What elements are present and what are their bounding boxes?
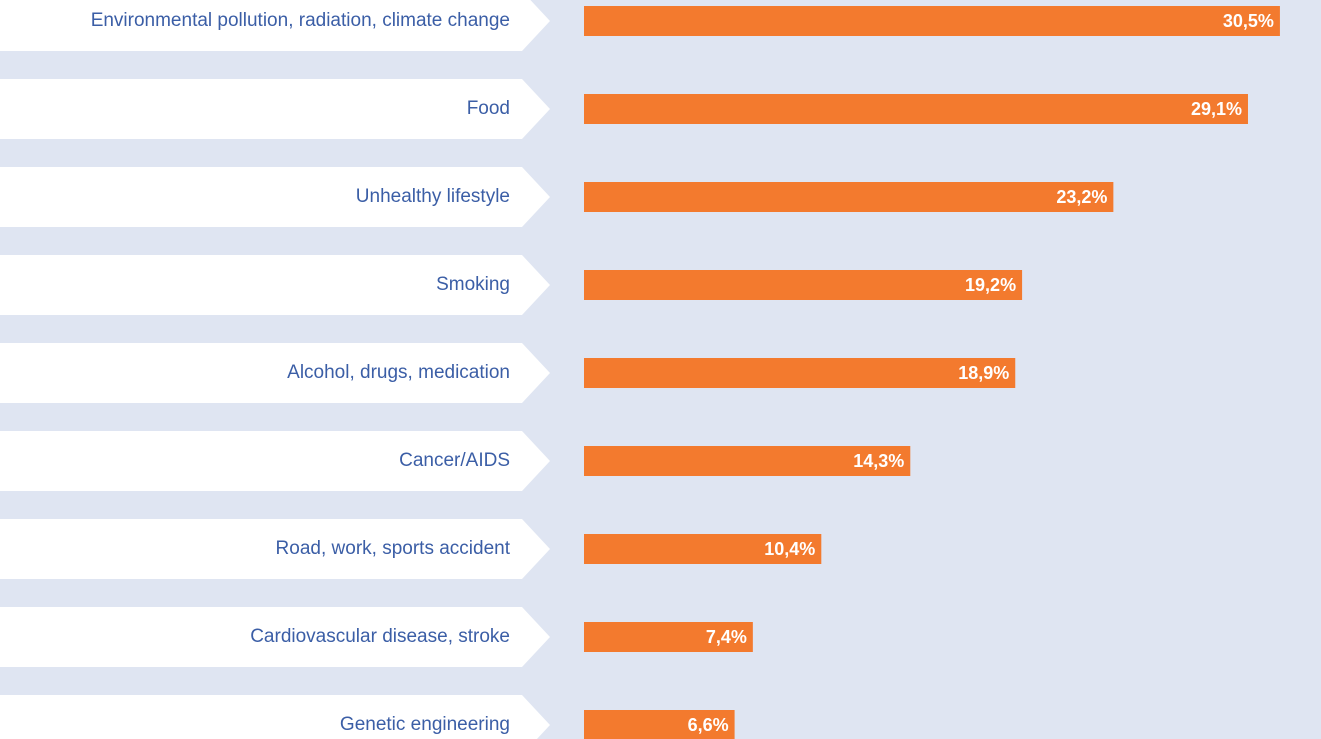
category-label: Unhealthy lifestyle	[356, 186, 510, 207]
value-label: 7,4%	[706, 627, 747, 647]
value-label: 30,5%	[1223, 11, 1274, 31]
value-label: 23,2%	[1056, 187, 1107, 207]
label-panel	[0, 343, 550, 403]
category-label: Road, work, sports accident	[276, 538, 511, 559]
value-label: 14,3%	[853, 451, 904, 471]
label-panel	[0, 255, 550, 315]
label-panel	[0, 79, 550, 139]
category-label: Food	[467, 98, 510, 119]
label-panel	[0, 695, 550, 739]
label-panel	[0, 607, 550, 667]
value-label: 19,2%	[965, 275, 1016, 295]
label-panel	[0, 519, 550, 579]
bar	[584, 6, 1280, 36]
bar	[584, 358, 1016, 388]
label-panel	[0, 167, 550, 227]
category-label: Alcohol, drugs, medication	[287, 362, 510, 383]
bar	[584, 94, 1248, 124]
label-panel	[0, 0, 550, 51]
bar	[584, 710, 735, 739]
value-label: 10,4%	[764, 539, 815, 559]
category-label: Smoking	[436, 274, 510, 295]
category-label: Genetic engineering	[340, 714, 510, 735]
value-label: 29,1%	[1191, 99, 1242, 119]
bar	[584, 622, 753, 652]
category-label: Environmental pollution, radiation, clim…	[91, 10, 510, 31]
category-label: Cancer/AIDS	[399, 450, 510, 471]
bar	[584, 182, 1114, 212]
bar	[584, 446, 911, 476]
bar	[584, 534, 822, 564]
bar	[584, 270, 1023, 300]
category-label: Cardiovascular disease, stroke	[250, 626, 510, 647]
label-panel	[0, 431, 550, 491]
value-label: 6,6%	[688, 715, 729, 735]
value-label: 18,9%	[958, 363, 1009, 383]
